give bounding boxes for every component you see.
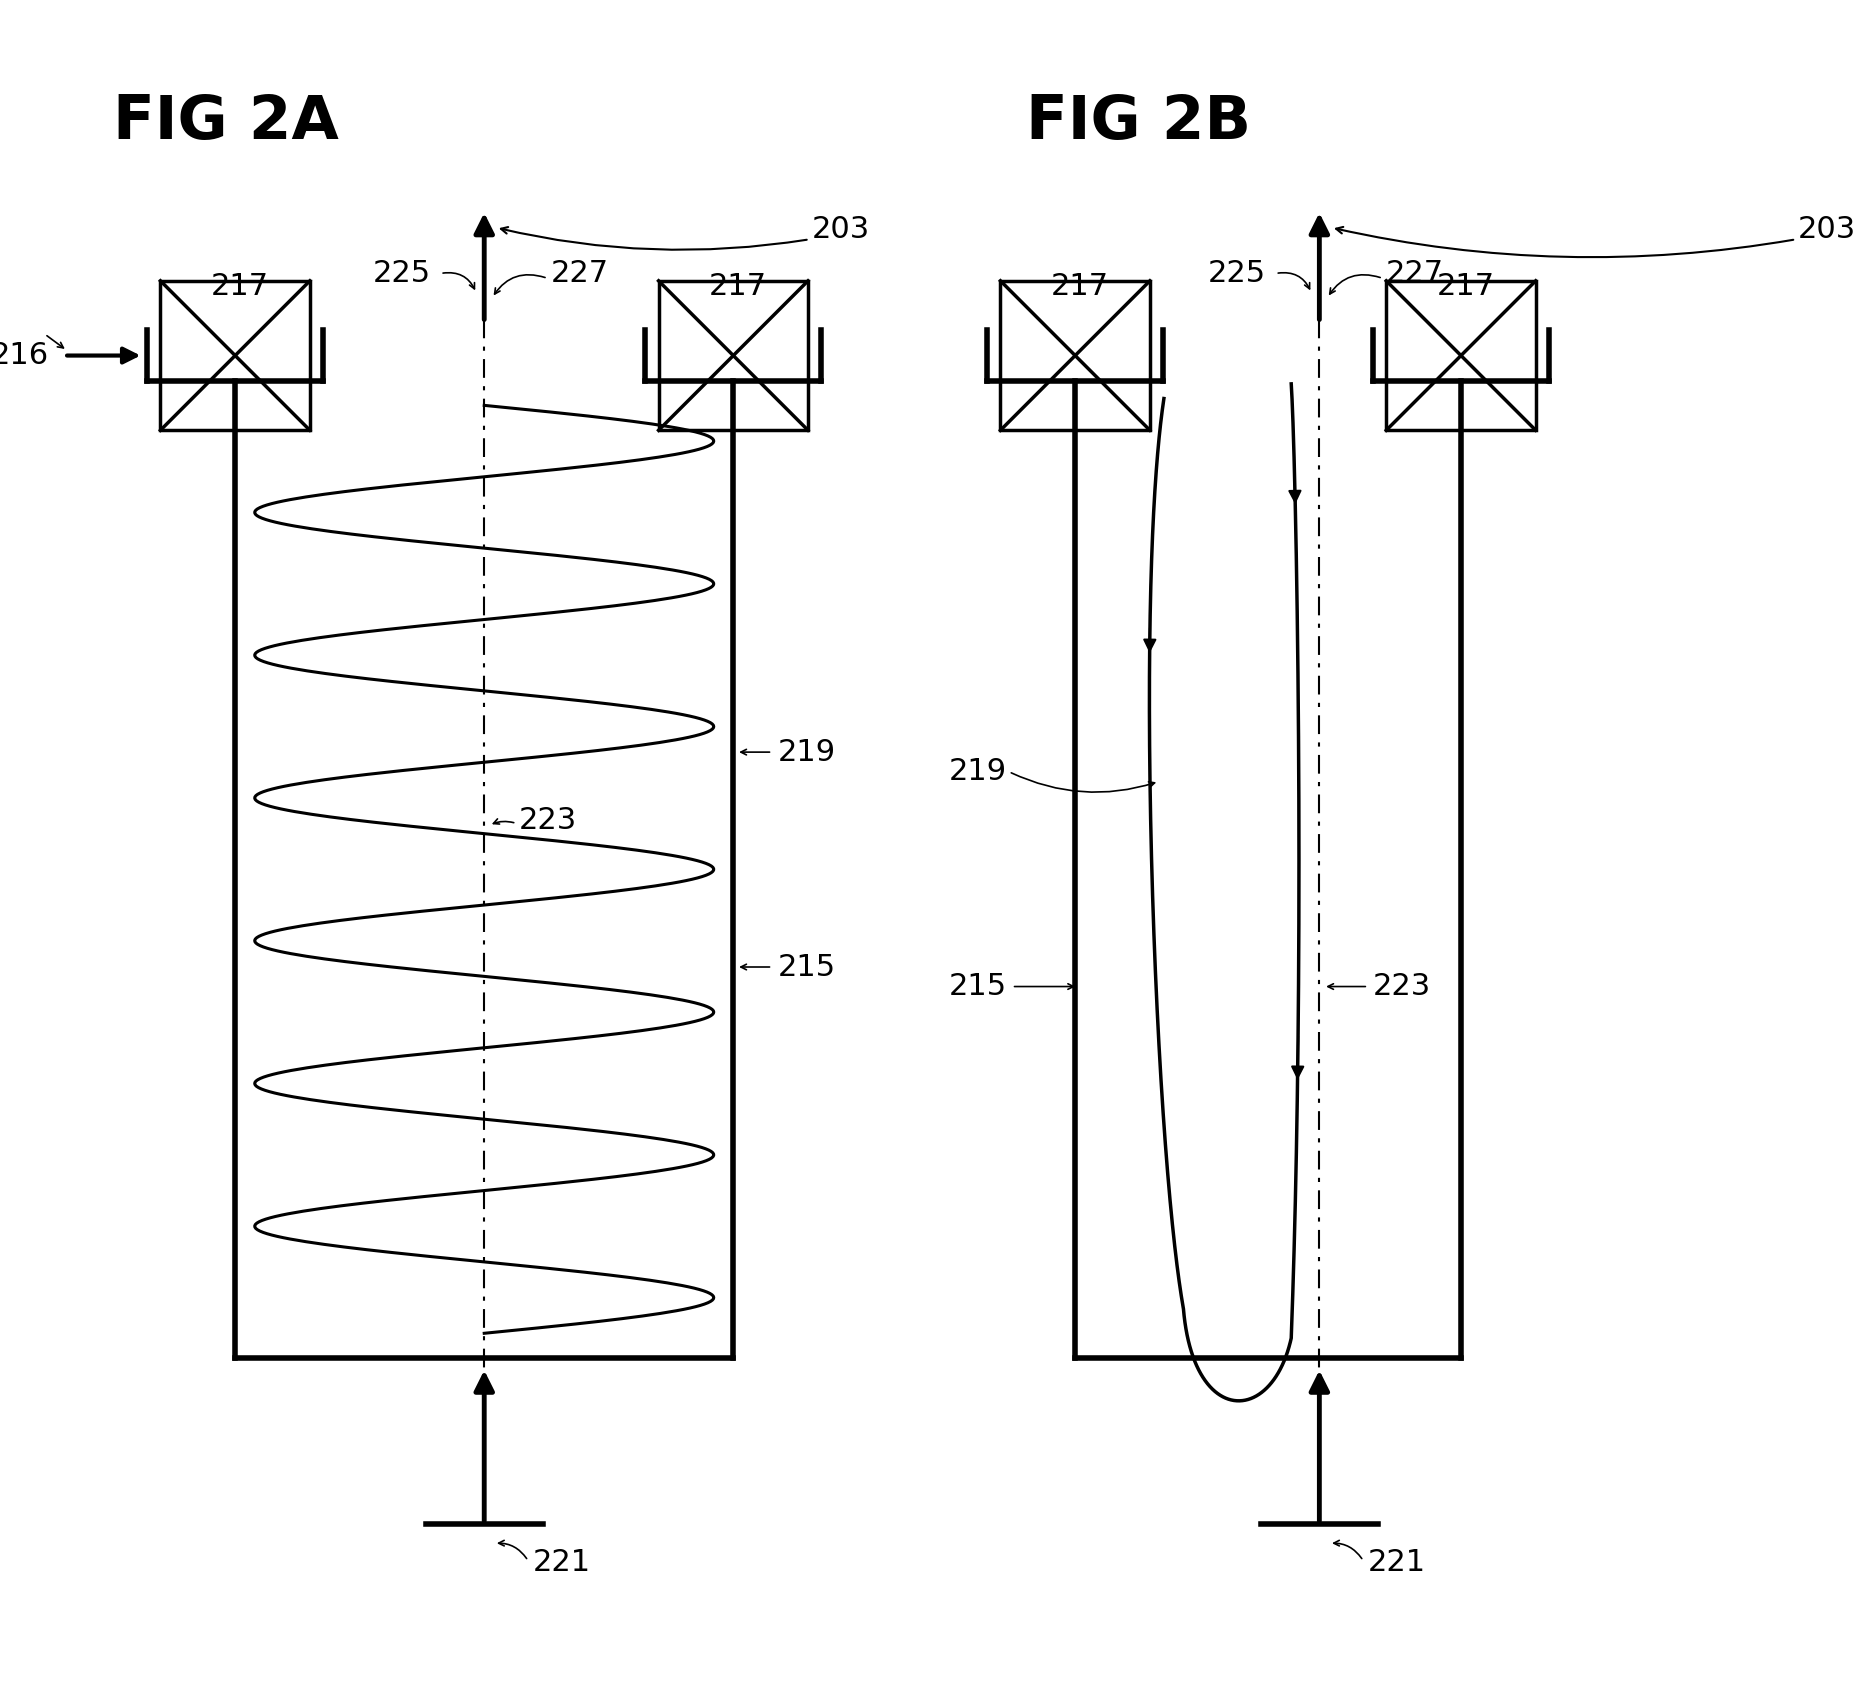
Bar <box>999 281 1150 431</box>
Text: 216: 216 <box>0 341 48 370</box>
Text: 223: 223 <box>518 806 576 834</box>
Text: 221: 221 <box>533 1549 591 1578</box>
Text: 225: 225 <box>1206 259 1266 288</box>
Text: 217: 217 <box>1435 272 1495 301</box>
Bar <box>160 281 309 431</box>
Text: 227: 227 <box>1385 259 1443 288</box>
Text: 221: 221 <box>1368 1549 1426 1578</box>
Text: 225: 225 <box>373 259 431 288</box>
Text: 217: 217 <box>708 272 766 301</box>
Bar <box>1385 281 1534 431</box>
Text: 219: 219 <box>777 738 835 767</box>
Text: FIG 2A: FIG 2A <box>114 93 339 151</box>
Bar <box>658 281 807 431</box>
Text: 217: 217 <box>211 272 268 301</box>
Text: 203: 203 <box>1797 215 1855 244</box>
Text: 203: 203 <box>811 215 869 244</box>
Text: FIG 2B: FIG 2B <box>1025 93 1251 151</box>
Text: 223: 223 <box>1372 972 1430 1001</box>
Text: 227: 227 <box>550 259 608 288</box>
Text: 219: 219 <box>949 757 1007 785</box>
Text: 217: 217 <box>1051 272 1109 301</box>
Text: 215: 215 <box>777 952 835 982</box>
Text: 215: 215 <box>949 972 1007 1001</box>
